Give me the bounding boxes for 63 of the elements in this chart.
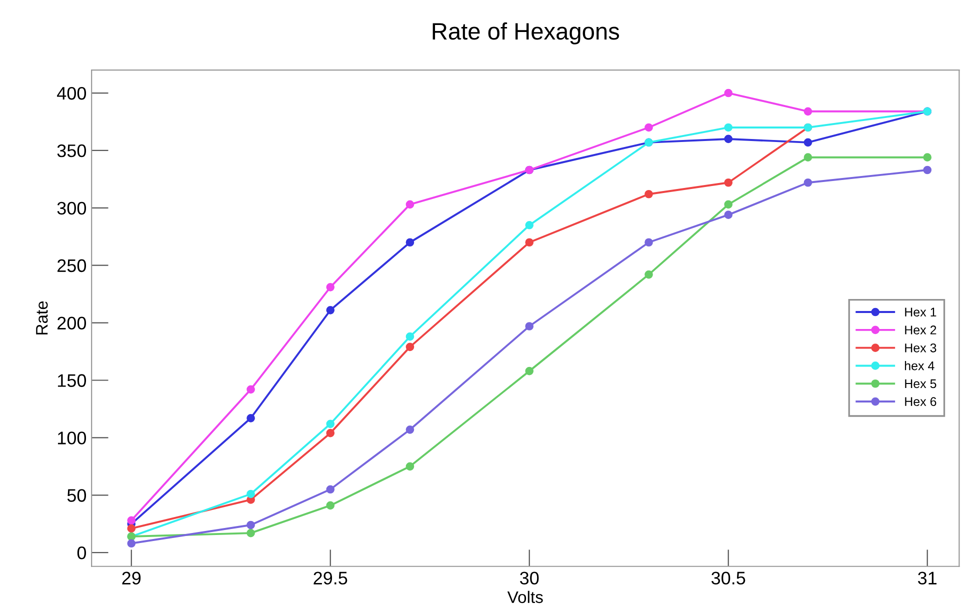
point (724, 88, 733, 98)
point (326, 306, 335, 314)
legend-label: Hex 5 (905, 379, 936, 388)
point (644, 270, 653, 279)
x-tick-label: 29 (122, 572, 141, 584)
point (246, 528, 255, 538)
legend-label: hex 4 (904, 361, 934, 370)
point (724, 210, 733, 219)
point (326, 485, 335, 494)
y-tick-label: 150 (58, 374, 86, 387)
y-tick-label: 400 (57, 86, 86, 100)
y-tick-label: 350 (57, 144, 86, 158)
point (525, 238, 534, 247)
x-tick-label: 30 (520, 572, 539, 584)
legend-label: Hex 1 (905, 308, 936, 317)
point (804, 107, 812, 116)
point (724, 123, 733, 132)
point (724, 200, 733, 209)
point (406, 425, 414, 434)
point (406, 462, 414, 471)
point (326, 283, 335, 292)
point (127, 516, 136, 525)
point (326, 501, 335, 510)
y-tick-label: 300 (57, 202, 86, 215)
point (525, 220, 534, 230)
x-tick-label: 30.5 (711, 572, 746, 584)
point (246, 520, 255, 530)
point (406, 342, 414, 352)
point (724, 134, 733, 144)
point (644, 123, 653, 132)
point (644, 190, 653, 198)
point (406, 200, 414, 209)
point (804, 153, 812, 162)
point (246, 490, 255, 498)
point (923, 153, 932, 162)
point (923, 166, 932, 174)
legend-label: Hex 2 (905, 326, 936, 334)
point (804, 178, 812, 187)
point (127, 524, 136, 533)
y-tick-label: 200 (58, 316, 86, 330)
point (724, 178, 733, 187)
point (406, 238, 414, 247)
point (127, 539, 136, 548)
y-tick-label: 250 (58, 259, 86, 272)
point (326, 428, 335, 438)
x-tick-label: 29.5 (314, 572, 348, 584)
y-axis-title: Rate (36, 301, 48, 334)
chart-title: Rate of Hexagons (432, 22, 620, 44)
point (246, 414, 255, 422)
x-tick-label: 31 (918, 572, 937, 584)
point (406, 332, 414, 341)
legend-label: Hex 6 (905, 397, 936, 406)
y-tick-label: 0 (77, 546, 86, 560)
x-axis-title: Volts (507, 590, 543, 604)
y-tick-label: 100 (58, 432, 86, 444)
point (246, 385, 255, 394)
y-tick-label: 50 (67, 489, 86, 502)
point (644, 238, 653, 247)
point (525, 322, 534, 330)
point (804, 138, 812, 147)
point (525, 366, 534, 376)
point (326, 420, 335, 428)
legend-label: Hex 3 (905, 343, 936, 352)
